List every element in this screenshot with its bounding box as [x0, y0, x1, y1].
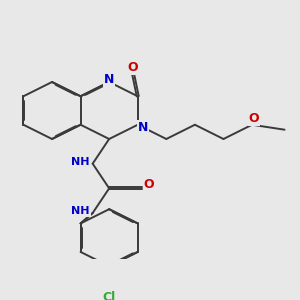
Text: O: O [249, 112, 260, 125]
Text: O: O [128, 61, 138, 74]
Text: Cl: Cl [103, 291, 116, 300]
Text: NH: NH [71, 206, 90, 216]
Text: NH: NH [71, 157, 90, 167]
Text: N: N [137, 121, 148, 134]
Text: O: O [144, 178, 154, 191]
Text: N: N [104, 73, 114, 86]
